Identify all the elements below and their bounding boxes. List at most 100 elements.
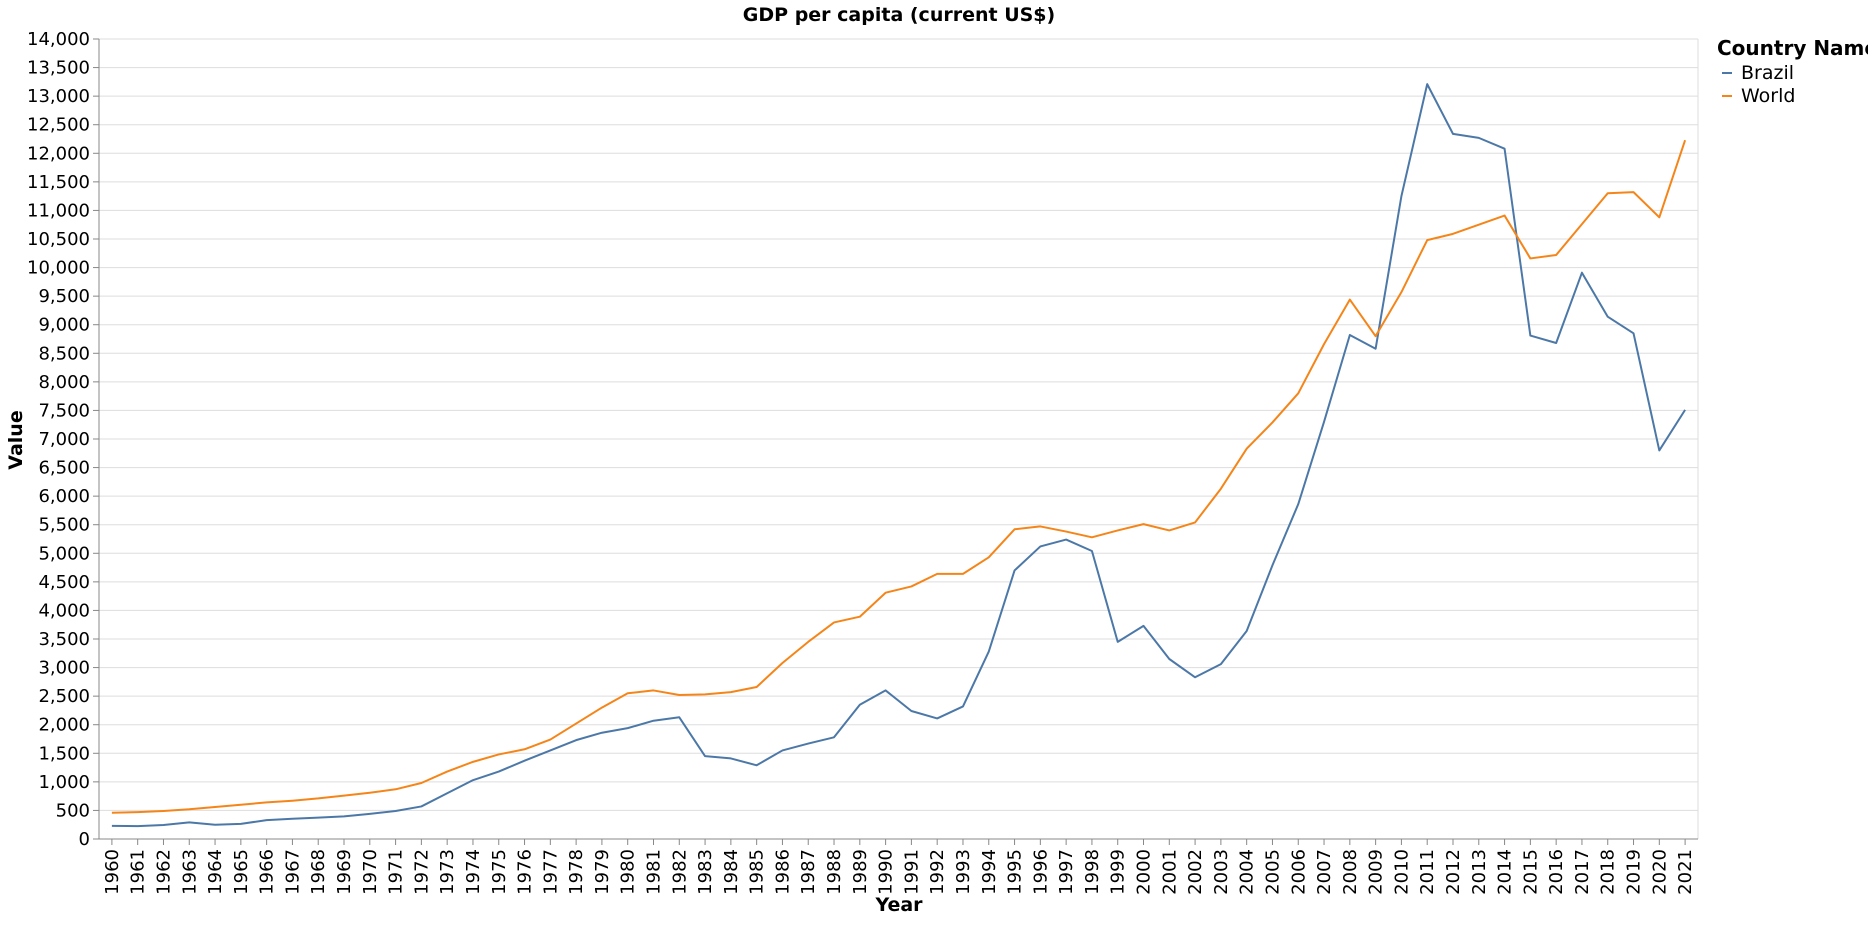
x-tick-label: 1993 [953, 849, 974, 895]
x-tick-label: 2010 [1391, 849, 1412, 895]
x-tick-label: 1963 [179, 849, 200, 895]
x-tick-label: 2017 [1572, 849, 1593, 895]
x-tick-label: 1997 [1056, 849, 1077, 895]
x-tick-label: 1970 [360, 849, 381, 895]
x-tick-label: 2006 [1288, 849, 1309, 895]
x-tick-label: 1985 [747, 849, 768, 895]
x-tick-label: 1986 [772, 849, 793, 895]
y-tick-label: 1,000 [38, 772, 90, 793]
y-tick-label: 12,000 [27, 143, 90, 164]
x-tick-label: 1971 [386, 849, 407, 895]
y-tick-label: 10,500 [27, 229, 90, 250]
y-tick-label: 6,000 [38, 486, 90, 507]
x-tick-label: 2005 [1262, 849, 1283, 895]
y-tick-label: 10,000 [27, 258, 90, 279]
y-tick-label: 13,500 [27, 58, 90, 79]
y-tick-label: 4,000 [38, 600, 90, 621]
y-tick-label: 7,000 [38, 429, 90, 450]
x-tick-label: 1992 [927, 849, 948, 895]
legend-label-world: World [1741, 85, 1795, 107]
y-axis-title: Value [5, 410, 27, 469]
y-tick-label: 9,500 [38, 286, 90, 307]
y-tick-label: 5,000 [38, 543, 90, 564]
x-tick-label: 2002 [1185, 849, 1206, 895]
y-tick-label: 8,500 [38, 343, 90, 364]
y-tick-label: 11,500 [27, 172, 90, 193]
x-tick-label: 1979 [592, 849, 613, 895]
x-tick-label: 1989 [850, 849, 871, 895]
y-tick-label: 4,500 [38, 572, 90, 593]
x-tick-label: 2013 [1469, 849, 1490, 895]
x-tick-label: 1978 [566, 849, 587, 895]
x-tick-label: 1996 [1030, 849, 1051, 895]
y-tick-label: 3,500 [38, 629, 90, 650]
x-tick-label: 1964 [205, 849, 226, 895]
x-tick-label: 2016 [1546, 849, 1567, 895]
series-lines [111, 83, 1687, 828]
x-tick-label: 1995 [1005, 849, 1026, 895]
x-tick-label: 1966 [257, 849, 278, 895]
x-tick-label: 1974 [463, 849, 484, 895]
y-tick-label: 8,000 [38, 372, 90, 393]
series-line-world [111, 139, 1687, 814]
x-tick-label: 2018 [1598, 849, 1619, 895]
x-tick-label: 1969 [334, 849, 355, 895]
x-tick-label: 1990 [876, 849, 897, 895]
x-axis-title: Year [874, 894, 923, 916]
x-tick-label: 1965 [231, 849, 252, 895]
x-tick-label: 1984 [721, 849, 742, 895]
x-tick-label: 2014 [1495, 849, 1516, 895]
y-tick-label: 500 [56, 800, 90, 821]
x-tick-label: 2003 [1211, 849, 1232, 895]
x-tick-label: 1968 [308, 849, 329, 895]
x-tick-label: 1977 [540, 849, 561, 895]
x-tick-label: 1976 [515, 849, 536, 895]
y-tick-label: 9,000 [38, 315, 90, 336]
x-tick-label: 1972 [411, 849, 432, 895]
x-tick-label: 1962 [153, 849, 174, 895]
x-tick-label: 2015 [1520, 849, 1541, 895]
x-tick-label: 2001 [1159, 849, 1180, 895]
x-tick-label: 2011 [1417, 849, 1438, 895]
x-tick-label: 2008 [1340, 849, 1361, 895]
chart-title: GDP per capita (current US$) [743, 4, 1055, 26]
x-tick-label: 1988 [824, 849, 845, 895]
legend-title: Country Name [1717, 36, 1868, 60]
x-tick-label: 1991 [901, 849, 922, 895]
x-tick-label: 1961 [128, 849, 149, 895]
series-line-brazil [111, 83, 1686, 828]
legend-label-brazil: Brazil [1741, 62, 1794, 84]
x-tick-label: 1983 [695, 849, 716, 895]
y-tick-label: 11,000 [27, 200, 90, 221]
x-tick-label: 1967 [282, 849, 303, 895]
x-tick-label: 1981 [643, 849, 664, 895]
y-tick-label: 1,500 [38, 743, 90, 764]
y-tick-label: 14,000 [27, 29, 90, 50]
y-tick-label: 7,500 [38, 400, 90, 421]
x-tick-label: 2020 [1649, 849, 1670, 895]
x-tick-label: 2004 [1237, 849, 1258, 895]
x-tick-label: 1973 [437, 849, 458, 895]
y-tick-label: 12,500 [27, 115, 90, 136]
x-tick-label: 1975 [489, 849, 510, 895]
x-tick-label: 2012 [1443, 849, 1464, 895]
y-tick-label: 13,000 [27, 86, 90, 107]
x-tick-label: 1982 [669, 849, 690, 895]
y-tick-label: 3,000 [38, 658, 90, 679]
axes: 0 500 1,000 1,500 2,000 2,500 3,000 3,500 4,000 4… [27, 29, 1698, 895]
x-tick-label: 1999 [1108, 849, 1129, 895]
x-tick-label: 2000 [1134, 849, 1155, 895]
x-tick-label: 1980 [618, 849, 639, 895]
y-tick-label: 5,500 [38, 515, 90, 536]
x-tick-label: 2007 [1314, 849, 1335, 895]
y-tick-label: 6,500 [38, 458, 90, 479]
y-tick-label: 2,000 [38, 715, 90, 736]
x-tick-label: 1998 [1082, 849, 1103, 895]
x-tick-label: 2019 [1624, 849, 1645, 895]
x-tick-label: 1960 [102, 849, 123, 895]
gridlines [99, 38, 1699, 840]
